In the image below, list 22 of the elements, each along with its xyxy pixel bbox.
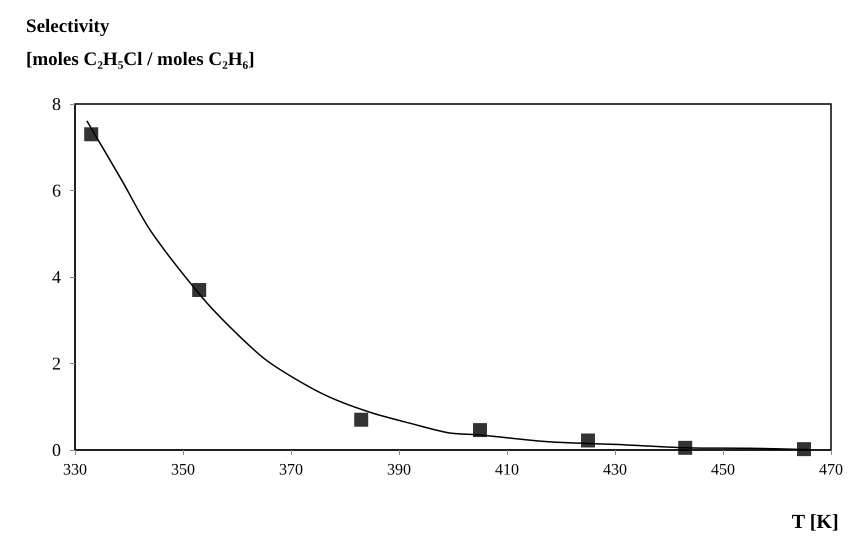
- x-tick-label: 470: [819, 462, 843, 478]
- y-tick-label: 6: [52, 180, 61, 200]
- x-tick-label: 330: [63, 462, 87, 478]
- y-tick-label: 4: [52, 267, 61, 287]
- x-tick-label: 450: [711, 462, 735, 478]
- point: [678, 440, 692, 455]
- y-tick-label: 2: [52, 354, 61, 374]
- x-tick-label: 410: [495, 462, 519, 478]
- y-tick-label: 0: [52, 440, 61, 460]
- y-axis-title: Selectivity [moles C₂H₅Cl / moles C₂H₆]: [26, 16, 255, 70]
- x-tick-label: 430: [603, 462, 627, 478]
- x-axis-title: T [K]: [792, 511, 839, 533]
- point: [84, 127, 98, 142]
- point: [354, 412, 368, 427]
- x-tick-label: 350: [171, 462, 195, 478]
- y-tick-label: 8: [52, 94, 61, 114]
- x-tick-label: 390: [387, 462, 411, 478]
- point: [473, 423, 487, 438]
- point: [581, 433, 595, 448]
- point: [797, 442, 811, 456]
- point: [192, 282, 206, 297]
- x-tick-label: 370: [279, 462, 303, 478]
